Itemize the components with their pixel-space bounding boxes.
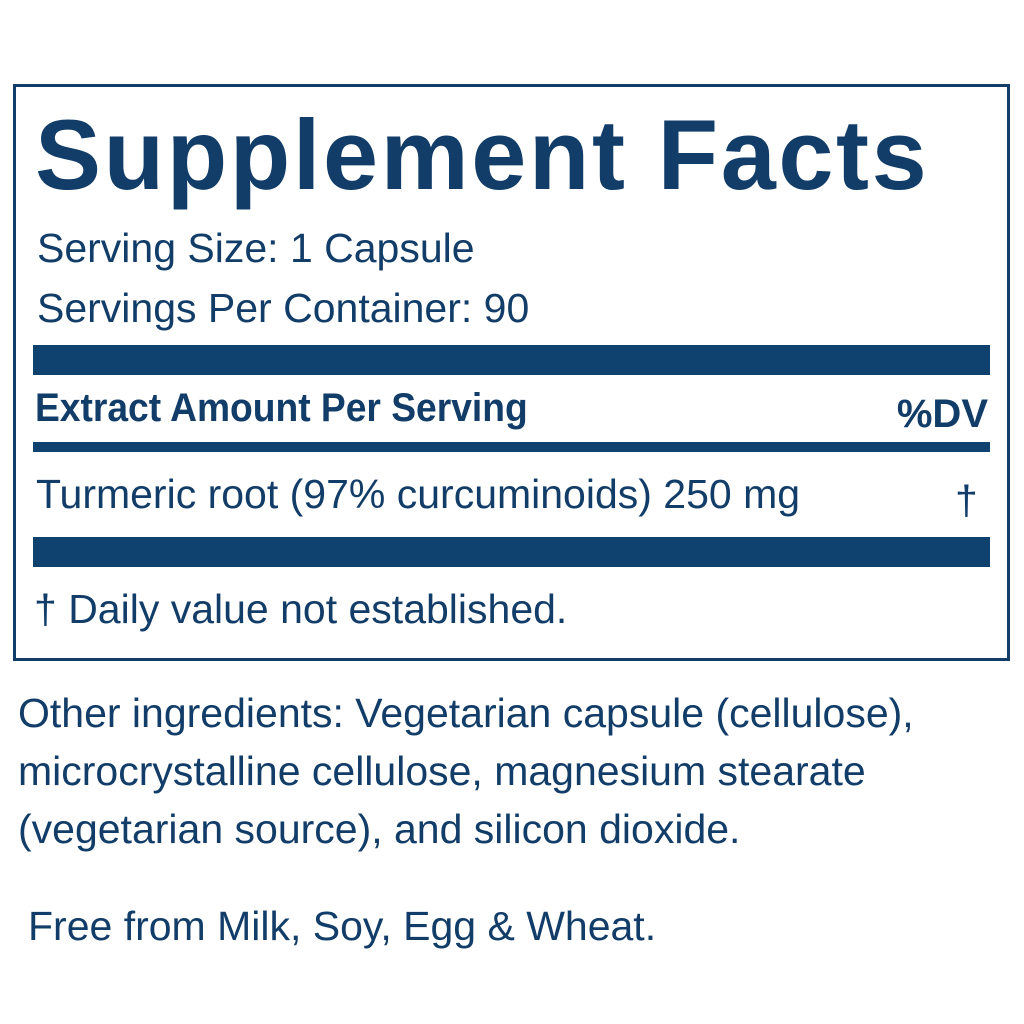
supplement-facts-panel: [13, 84, 1010, 661]
serving-size: Serving Size: 1 Capsule: [37, 225, 475, 271]
header-dv: %DV: [896, 392, 988, 436]
ingredient-row-turmeric: Turmeric root (97% curcuminoids) 250 mg: [36, 471, 801, 517]
panel-title: Supplement Facts: [35, 99, 930, 210]
thick-divider-bottom: [33, 537, 990, 567]
other-ingredients-line: Other ingredients: Vegetarian capsule (c…: [18, 690, 914, 736]
header-amount-per-serving: Extract Amount Per Serving: [35, 386, 528, 430]
allergen-note: Free from Milk, Soy, Egg & Wheat.: [28, 903, 657, 949]
servings-per-container: Servings Per Container: 90: [37, 285, 530, 331]
footnote: † Daily value not established.: [34, 586, 568, 632]
other-ingredients-line: microcrystalline cellulose, magnesium st…: [18, 748, 866, 794]
thin-divider: [33, 442, 990, 452]
other-ingredients-line: (vegetarian source), and silicon dioxide…: [18, 806, 741, 852]
other-ingredients: Other ingredients: Vegetarian capsule (c…: [18, 684, 914, 858]
ingredient-dv-dagger: †: [955, 477, 978, 523]
thick-divider: [33, 345, 990, 375]
